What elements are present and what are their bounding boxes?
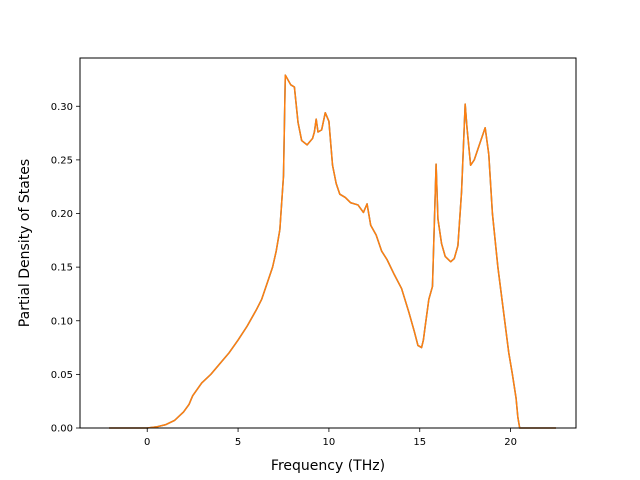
y-axis-label: Partial Density of States	[17, 159, 33, 327]
series-line-0	[109, 74, 557, 429]
y-tick-label: 0.00	[51, 424, 73, 435]
y-tick-label: 0.05	[51, 370, 73, 381]
y-tick-label: 0.25	[51, 155, 73, 166]
x-tick-label: 0	[144, 437, 150, 448]
y-tick-label: 0.15	[51, 263, 73, 274]
plot-lines	[109, 74, 557, 429]
y-tick-label: 0.30	[51, 102, 73, 113]
x-tick-label: 15	[413, 437, 426, 448]
y-tick-label: 0.10	[51, 316, 73, 327]
x-axis-label: Frequency (THz)	[271, 458, 385, 474]
x-tick-label: 10	[323, 437, 336, 448]
plot-frame	[79, 57, 577, 429]
x-tick-label: 5	[235, 437, 241, 448]
y-tick-label: 0.20	[51, 209, 73, 220]
x-axis-ticks: 0 5 10 15 20	[144, 428, 517, 448]
y-axis-ticks: 0.00 0.05 0.10 0.15 0.20 0.25 0.30	[51, 102, 80, 435]
x-tick-label: 20	[504, 437, 517, 448]
series-line-1	[109, 74, 557, 429]
